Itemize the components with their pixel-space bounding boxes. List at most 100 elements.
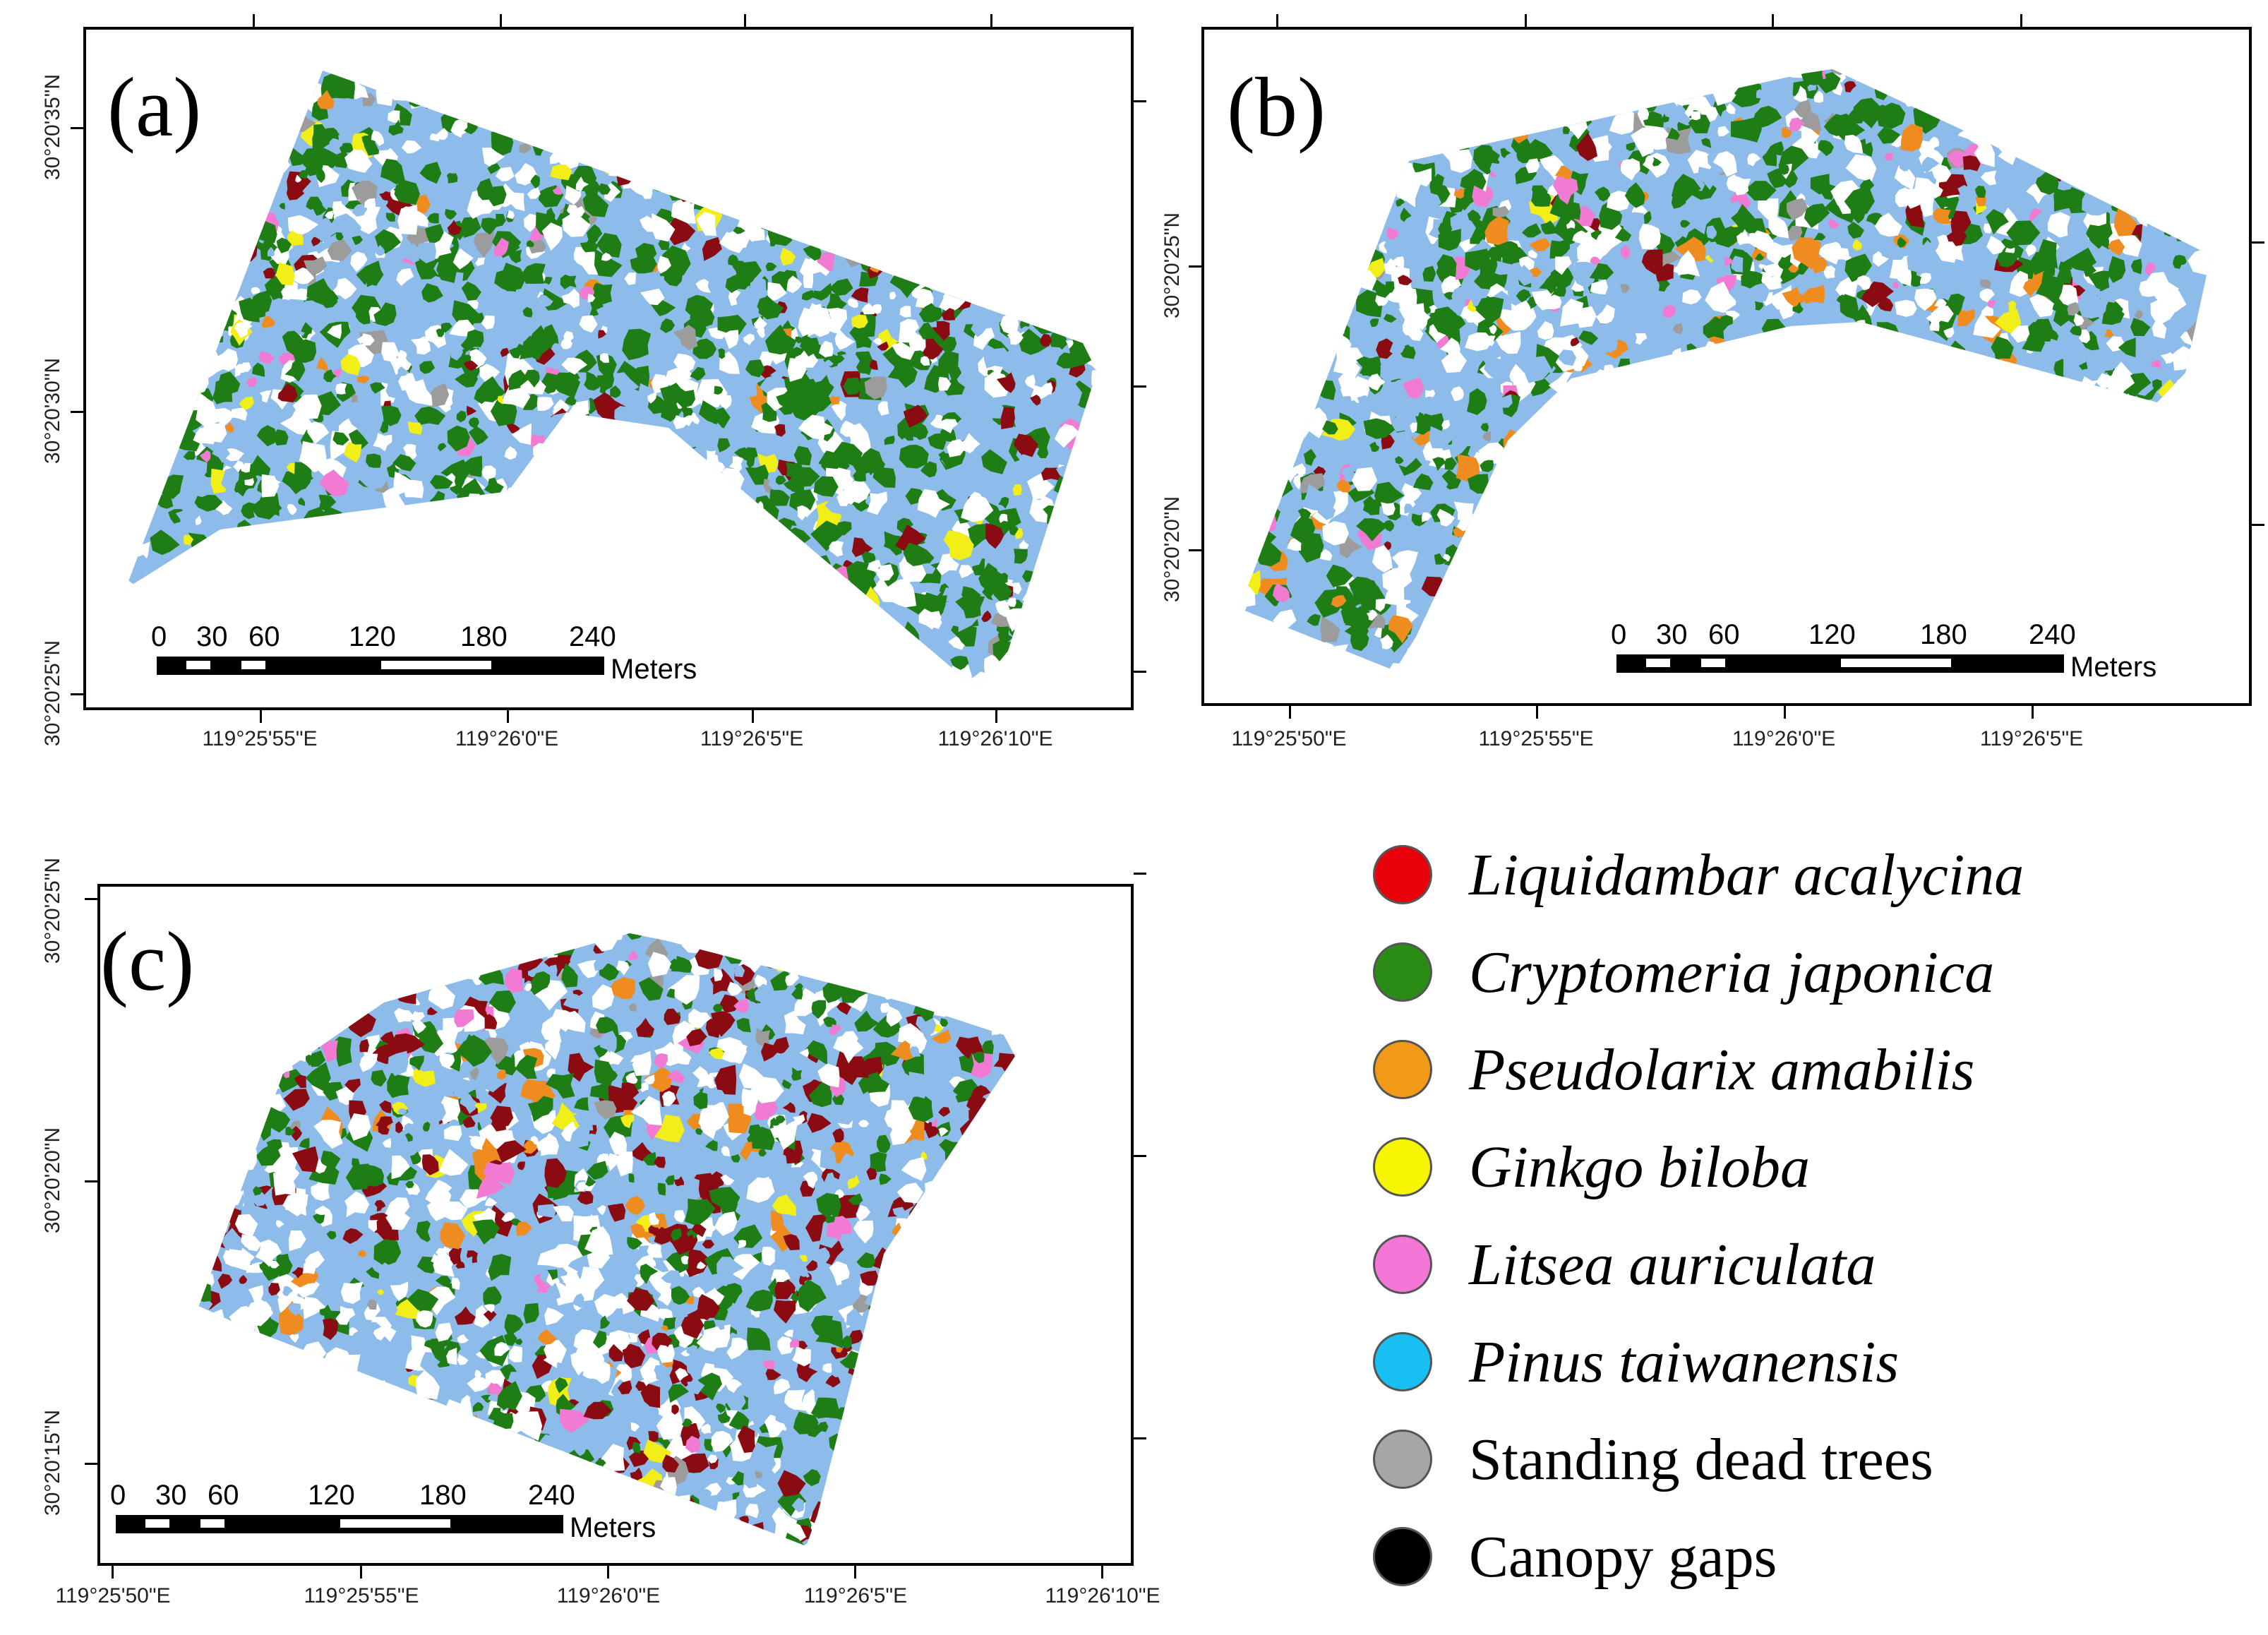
tree-crown [599,148,620,174]
tree-crown [531,469,563,498]
tree-crown [1207,74,1222,87]
tree-crown [86,316,107,341]
tree-crown [474,541,491,560]
tree-crown [1652,593,1674,613]
tree-crown [731,643,750,662]
tree-crown [2061,51,2073,66]
tree-crown [2120,112,2140,130]
tree-crown [743,633,763,653]
tree-crown [824,108,834,119]
tree-crown [1240,496,1245,515]
tree-crown [2045,78,2080,102]
tree-crown [671,498,693,520]
tree-crown [876,659,887,666]
tree-crown [1775,520,1796,541]
tree-crown [2117,233,2142,257]
tree-crown [1223,345,1235,356]
tree-crown [1989,444,2015,468]
tree-crown [1260,630,1283,653]
tree-crown [674,511,702,538]
tree-crown [1753,105,1782,128]
tree-crown [1472,185,1493,208]
tree-crown [1614,520,1628,534]
tree-crown [1648,513,1676,545]
tree-crown [1991,30,2023,47]
tree-crown [2120,112,2135,128]
tree-crown [1112,393,1128,407]
tree-crown [1240,175,1246,201]
tree-crown [2143,69,2168,90]
tree-crown [649,462,665,482]
tree-crown [803,682,818,689]
tree-crown [1252,671,1275,699]
tree-crown [147,495,156,508]
tree-crown [876,564,894,582]
tree-crown [1333,551,1344,565]
tree-crown [1973,71,1989,89]
tree-crown [965,183,988,205]
tree-crown [2046,99,2060,115]
tree-crown [779,577,789,586]
tree-crown [563,330,574,343]
tree-crown [2143,596,2154,609]
tree-crown [1338,196,1356,217]
tree-crown [1682,69,1713,90]
tree-crown [767,282,787,303]
tree-crown [1460,47,1475,67]
tree-crown [303,564,327,596]
tree-crown [521,40,541,54]
tree-crown [1467,209,1482,222]
tree-crown [1273,318,1297,342]
tree-crown [937,350,959,374]
tree-crown [2215,637,2242,667]
tree-crown [1941,45,1961,64]
tree-crown [1322,30,1333,41]
tree-crown [1876,532,1889,553]
tree-crown [1934,355,1953,372]
tree-crown [1756,426,1773,444]
tree-crown [143,362,155,371]
tree-crown [476,178,498,200]
tree-crown [1049,259,1069,281]
tree-crown [2029,293,2056,318]
tree-crown [1572,230,1589,244]
tree-crown [481,315,495,330]
tree-crown [810,666,840,689]
tree-crown [1017,103,1045,127]
tree-crown [2189,429,2204,443]
tree-crown [1599,390,1621,412]
tree-crown [112,272,123,281]
tree-crown [809,594,841,623]
tree-crown [481,217,497,235]
tree-crown [1993,79,2003,95]
tree-crown [1482,35,1494,47]
tree-crown [1240,457,1256,479]
tree-crown [2159,396,2171,405]
tree-crown [596,232,622,258]
tree-crown [2053,188,2074,212]
tree-crown [2078,427,2104,450]
tree-crown [1945,402,1960,420]
tree-crown [1972,595,1988,611]
tree-crown [652,576,662,587]
tree-crown [1654,516,1679,542]
tree-crown [1784,506,1799,518]
tree-crown [659,486,683,503]
tree-crown [1532,475,1556,495]
tree-crown [1624,506,1652,535]
tree-crown [1284,292,1301,304]
tree-crown [610,385,621,398]
tree-crown [1314,30,1341,53]
tree-crown [1037,544,1064,568]
tree-crown [1000,407,1015,429]
tree-crown [257,30,276,45]
tree-crown [1014,44,1034,59]
tree-crown [311,236,321,246]
tree-crown [2017,35,2036,47]
tree-crown [174,163,202,191]
tree-crown [1760,493,1772,509]
tree-crown [1919,196,1934,217]
tree-crown [2041,30,2052,40]
tree-crown [760,196,778,213]
tree-crown [1243,419,1259,433]
